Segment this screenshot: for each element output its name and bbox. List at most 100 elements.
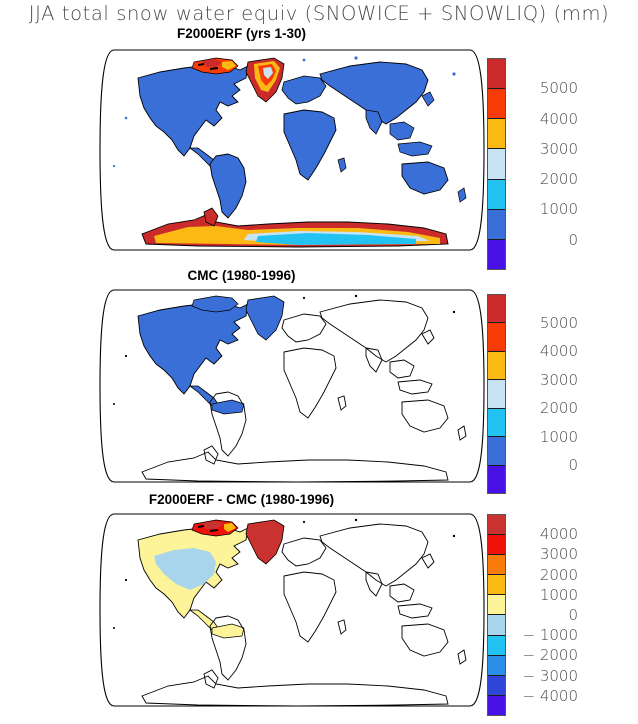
- landmass-greenland: [245, 295, 285, 341]
- outline-madagascar: [337, 395, 347, 411]
- colorbar-band: [488, 89, 505, 120]
- panel-title-f2000erf: F2000ERF (yrs 1-30): [176, 26, 307, 41]
- colorbar-tick-label: 0: [568, 456, 578, 475]
- colorbar-band: [488, 408, 505, 438]
- landmass-africa: [283, 109, 337, 181]
- colorbar-labels: 5000 4000 3000 2000 1000 0: [508, 294, 612, 494]
- landmass-caribbean-coast-positive: [211, 623, 245, 639]
- panel-f2000erf: F2000ERF (yrs 1-30): [0, 26, 638, 270]
- outline-antarctic-peninsula: [203, 445, 219, 465]
- colorbar-cmc[interactable]: 5000 4000 3000 2000 1000 0: [487, 294, 617, 494]
- outline-africa: [283, 347, 337, 419]
- map-content: [113, 518, 467, 706]
- colorbar-tick-label: − 4000: [522, 686, 578, 705]
- colorbar-tick-label: 0: [568, 606, 578, 624]
- landmass-asia: [319, 61, 429, 125]
- outline-india: [365, 347, 383, 373]
- panel-title-difference: F2000ERF - CMC (1980-1996): [148, 492, 335, 507]
- colorbar-band: [488, 351, 505, 381]
- colorbar-band: [488, 239, 505, 269]
- colorbar-band: [488, 465, 505, 493]
- colorbar-band: [488, 615, 505, 636]
- colorbar-band: [488, 675, 505, 696]
- outline-asia: [319, 299, 429, 363]
- colorbar-f2000erf[interactable]: 5000 4000 3000 2000 1000 0: [487, 58, 617, 270]
- colorbar-band: [488, 179, 505, 210]
- landmass-south-america: [209, 153, 247, 219]
- landmass-australia: [401, 161, 449, 195]
- figure-title: JJA total snow water equiv (SNOWICE + SN…: [28, 2, 610, 25]
- colorbar-labels: 4000 3000 2000 1000 0 − 1000 − 2000 − 30…: [508, 514, 612, 716]
- greenland-band-core: [263, 67, 273, 79]
- colorbar-tick-label: − 2000: [522, 646, 578, 665]
- colorbar-tick-label: 1000: [539, 585, 578, 604]
- colorbar-tick-label: 2000: [539, 399, 578, 418]
- map-content: [112, 56, 467, 248]
- colorbar-tick-label: 1000: [539, 427, 578, 446]
- colorbar-band: [488, 209, 505, 240]
- antarctic-peninsula: [203, 207, 219, 227]
- colorbar-band: [488, 595, 505, 616]
- colorbar-tick-label: 5000: [539, 313, 578, 332]
- colorbar-tick-label: 3000: [539, 545, 578, 564]
- colorbar-tick-label: 4000: [539, 342, 578, 361]
- landmass-caribbean-coast: [211, 399, 245, 415]
- globe-outline: [99, 289, 485, 483]
- colorbar-tick-label: 3000: [539, 139, 578, 158]
- outline-indonesia: [397, 379, 433, 395]
- landmass-japan: [421, 91, 435, 107]
- map-svg-difference: [98, 510, 486, 710]
- colorbar-labels: 5000 4000 3000 2000 1000 0: [508, 58, 612, 270]
- colorbar-gradient: [487, 58, 506, 270]
- colorbar-band: [488, 555, 505, 576]
- colorbar-band: [488, 323, 505, 352]
- greenland-strong-positive: [245, 519, 285, 565]
- outline-southeast-asia: [389, 359, 415, 379]
- island-specks: [113, 294, 456, 405]
- colorbar-tick-label: 3000: [539, 370, 578, 389]
- outline-indonesia: [397, 603, 433, 619]
- outline-southeast-asia: [389, 583, 415, 603]
- landmass-southeast-asia: [389, 121, 415, 141]
- landmass-madagascar: [337, 157, 347, 173]
- map-difference[interactable]: [98, 510, 486, 710]
- outline-new-zealand: [457, 425, 467, 441]
- colorbar-tick-label: 5000: [539, 79, 578, 98]
- outline-africa: [283, 571, 337, 643]
- colorbar-band: [488, 655, 505, 676]
- landmass-europe: [281, 75, 327, 105]
- map-f2000erf[interactable]: [98, 44, 486, 256]
- outline-europe: [281, 537, 327, 567]
- colorbar-band: [488, 695, 505, 715]
- outline-europe: [281, 313, 327, 343]
- landmass-india: [365, 109, 383, 135]
- colorbar-tick-label: 4000: [539, 109, 578, 128]
- map-svg-f2000erf: [98, 44, 486, 256]
- colorbar-gradient: [487, 294, 506, 494]
- colorbar-band: [488, 535, 505, 556]
- canadian-arctic-archipelago: [191, 57, 239, 75]
- panel-cmc: CMC (1980-1996): [0, 268, 638, 494]
- colorbar-gradient: [487, 514, 506, 716]
- panel-difference: F2000ERF - CMC (1980-1996): [0, 492, 638, 724]
- outline-south-america: [209, 615, 247, 681]
- outline-japan: [421, 329, 435, 345]
- colorbar-tick-label: 0: [568, 230, 578, 249]
- colorbar-band: [488, 149, 505, 180]
- island-specks: [112, 56, 456, 168]
- panel-title-cmc: CMC (1980-1996): [187, 268, 296, 283]
- outline-japan: [421, 553, 435, 569]
- colorbar-band: [488, 295, 505, 324]
- colorbar-band: [488, 59, 505, 90]
- colorbar-tick-label: − 3000: [522, 666, 578, 685]
- colorbar-tick-label: 4000: [539, 525, 578, 544]
- outline-australia: [401, 623, 449, 657]
- map-cmc[interactable]: [98, 286, 486, 486]
- outline-india: [365, 571, 383, 597]
- outline-asia: [319, 523, 429, 587]
- colorbar-tick-label: 2000: [539, 170, 578, 189]
- colorbar-difference[interactable]: 4000 3000 2000 1000 0 − 1000 − 2000 − 30…: [487, 514, 617, 716]
- island-specks: [113, 518, 456, 629]
- colorbar-tick-label: 2000: [539, 565, 578, 584]
- colorbar-band: [488, 119, 505, 150]
